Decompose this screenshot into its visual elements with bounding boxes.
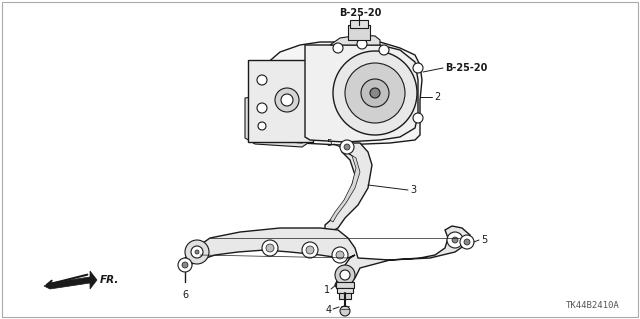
- Bar: [348, 25, 370, 40]
- Polygon shape: [305, 45, 418, 142]
- Circle shape: [195, 250, 199, 254]
- Polygon shape: [182, 226, 470, 290]
- Circle shape: [257, 75, 267, 85]
- Circle shape: [357, 39, 367, 49]
- Circle shape: [413, 63, 423, 73]
- Polygon shape: [330, 35, 380, 45]
- Circle shape: [361, 79, 389, 107]
- Circle shape: [340, 140, 354, 154]
- Circle shape: [333, 51, 417, 135]
- Circle shape: [332, 247, 348, 263]
- Circle shape: [460, 235, 474, 249]
- Bar: [248, 60, 313, 142]
- Polygon shape: [245, 97, 308, 147]
- Circle shape: [191, 246, 203, 258]
- Circle shape: [262, 240, 278, 256]
- Circle shape: [345, 63, 405, 123]
- Text: 3: 3: [410, 185, 416, 195]
- Text: TK44B2410A: TK44B2410A: [566, 301, 620, 310]
- Text: B-25-20: B-25-20: [339, 8, 381, 18]
- Circle shape: [257, 103, 267, 113]
- Circle shape: [370, 88, 380, 98]
- Bar: [339, 293, 351, 299]
- Bar: [337, 288, 353, 293]
- Circle shape: [379, 45, 389, 55]
- Text: 2: 2: [434, 92, 440, 102]
- Polygon shape: [330, 153, 360, 222]
- Circle shape: [340, 306, 350, 316]
- Bar: [350, 20, 368, 28]
- Circle shape: [452, 237, 458, 243]
- Text: 6: 6: [182, 290, 188, 300]
- Circle shape: [413, 113, 423, 123]
- Polygon shape: [250, 42, 422, 145]
- Circle shape: [258, 122, 266, 130]
- Bar: [336, 282, 354, 288]
- Polygon shape: [44, 271, 97, 289]
- Circle shape: [344, 144, 350, 150]
- Text: 5: 5: [326, 139, 332, 149]
- Text: B-25-20: B-25-20: [445, 63, 488, 73]
- Circle shape: [275, 88, 299, 112]
- Circle shape: [306, 246, 314, 254]
- Circle shape: [335, 265, 355, 285]
- Text: 4: 4: [326, 305, 332, 315]
- Circle shape: [340, 270, 350, 280]
- Circle shape: [333, 43, 343, 53]
- Text: 1: 1: [324, 285, 330, 295]
- Circle shape: [182, 262, 188, 268]
- Circle shape: [302, 242, 318, 258]
- Circle shape: [281, 94, 293, 106]
- Circle shape: [178, 258, 192, 272]
- Circle shape: [266, 244, 274, 252]
- Text: 5: 5: [481, 235, 487, 245]
- Polygon shape: [325, 143, 372, 232]
- Circle shape: [185, 240, 209, 264]
- Circle shape: [464, 239, 470, 245]
- Circle shape: [336, 251, 344, 259]
- Text: FR.: FR.: [100, 275, 120, 285]
- Circle shape: [447, 232, 463, 248]
- Polygon shape: [252, 90, 308, 143]
